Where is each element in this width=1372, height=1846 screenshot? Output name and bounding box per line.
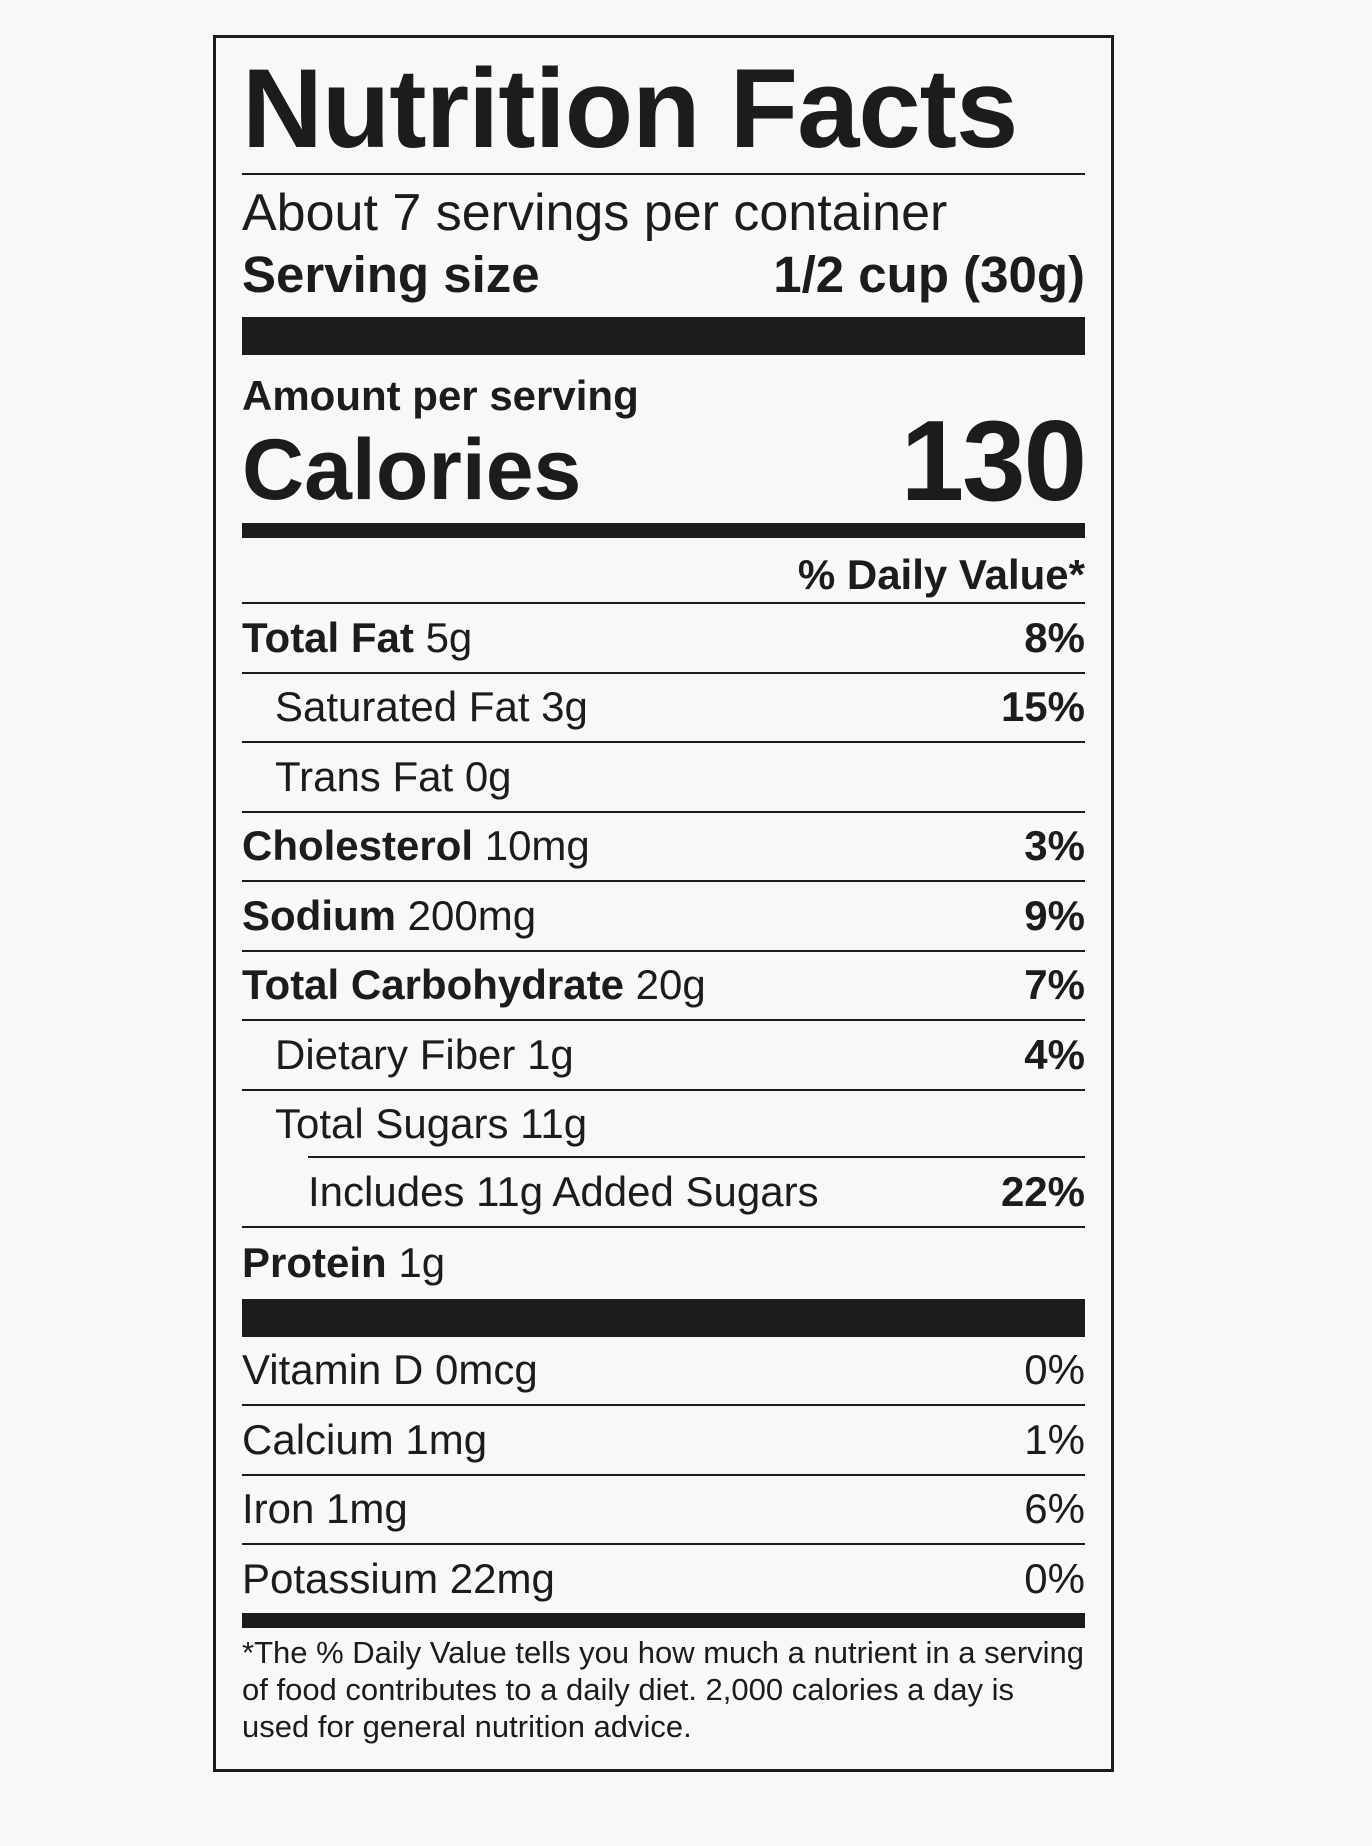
daily-value-header: % Daily Value* [242, 538, 1085, 604]
footnote: *The % Daily Value tells you how much a … [242, 1634, 1085, 1744]
nutrient-name: Total Fat [242, 613, 414, 661]
label-title: Nutrition Facts [242, 38, 1085, 175]
nutrient-name: Includes 11g Added Sugars [308, 1167, 819, 1215]
serving-size-value: 1/2 cup (30g) [773, 246, 1085, 303]
nutrient-name: Trans Fat [275, 752, 454, 800]
vitamin-amount: 0mcg [434, 1346, 538, 1394]
nutrient-amount: 1g [398, 1239, 446, 1286]
vitamin-dv: 0% [1024, 1346, 1085, 1394]
nutrient-name: Sodium [242, 891, 396, 939]
vitamin-row: Calcium 1mg 1% [242, 1406, 1085, 1476]
nutrient-amount: 10mg [484, 822, 590, 870]
divider-thick [242, 317, 1085, 355]
nutrient-dv: 9% [1024, 891, 1085, 939]
nutrient-dv: 4% [1024, 1030, 1085, 1078]
amount-per-serving: Amount per serving [242, 372, 639, 419]
nutrient-row: Dietary Fiber 1g 4% [242, 1021, 1085, 1091]
serving-info: About 7 servings per container Serving s… [242, 175, 1085, 317]
vitamin-name: Iron [242, 1485, 315, 1533]
nutrient-row: Total Fat 5g 8% [242, 604, 1085, 674]
vitamin-name: Calcium [242, 1415, 394, 1463]
nutrient-amount: 20g [635, 961, 706, 1009]
divider-thick [242, 1298, 1085, 1337]
vitamin-name: Vitamin D [242, 1346, 424, 1394]
servings-per-container: About 7 servings per container [242, 184, 948, 242]
nutrient-row: Total Sugars 11g [242, 1091, 1085, 1159]
nutrient-amount: 3g [541, 683, 588, 731]
vitamin-dv: 0% [1024, 1554, 1085, 1602]
nutrient-dv: 8% [1024, 613, 1085, 661]
nutrient-amount: 0g [464, 752, 512, 800]
nutrient-row: Sodium 200mg 9% [242, 882, 1085, 952]
nutrient-name: Cholesterol [242, 822, 474, 870]
nutrient-row: Trans Fat 0g [242, 743, 1085, 813]
nutrient-amount: 11g [520, 1100, 588, 1148]
vitamin-row: Vitamin D 0mcg 0% [242, 1337, 1085, 1406]
nutrient-row: Saturated Fat 3g 15% [242, 674, 1085, 743]
calories-value: 130 [900, 398, 1087, 525]
vitamin-amount: 1mg [405, 1415, 488, 1463]
nutrient-row: Cholesterol 10mg 3% [242, 813, 1085, 882]
nutrient-row: Total Carbohydrate 20g 7% [242, 952, 1085, 1021]
nutrient-dv: 3% [1024, 822, 1085, 870]
divider-medium [242, 523, 1085, 538]
nutrient-row: Includes 11g Added Sugars 22% [242, 1158, 1085, 1228]
divider-medium [242, 1612, 1085, 1628]
nutrient-row: Protein 1g [242, 1228, 1085, 1299]
nutrient-name: Dietary Fiber [275, 1030, 516, 1078]
calories-label: Calories [242, 422, 582, 518]
nutrition-facts-label: Nutrition Facts About 7 servings per con… [213, 35, 1114, 1772]
vitamin-dv: 6% [1024, 1485, 1085, 1533]
serving-size-label: Serving size [242, 246, 540, 303]
nutrient-name: Total Sugars [275, 1100, 509, 1148]
nutrient-name: Saturated Fat [275, 683, 530, 731]
nutrient-name: Total Carbohydrate [242, 961, 624, 1009]
nutrient-amount: 5g [425, 613, 473, 661]
nutrient-dv: 15% [1000, 683, 1085, 731]
vitamin-amount: 1mg [326, 1485, 408, 1533]
nutrient-amount: 200mg [407, 891, 537, 939]
nutrient-dv: 22% [1000, 1167, 1085, 1215]
nutrient-dv: 7% [1024, 961, 1085, 1009]
vitamin-dv: 1% [1024, 1415, 1085, 1463]
nutrient-name: Protein [242, 1239, 387, 1286]
nutrient-amount: 1g [527, 1030, 574, 1078]
vitamin-name: Potassium [242, 1554, 439, 1602]
calories-section: Amount per serving Calories 130 [242, 355, 1087, 525]
serving-size-row: Serving size 1/2 cup (30g) [242, 245, 1085, 305]
vitamin-amount: 22mg [449, 1554, 555, 1602]
vitamin-row: Iron 1mg 6% [242, 1476, 1085, 1545]
vitamin-row: Potassium 22mg 0% [242, 1545, 1085, 1613]
